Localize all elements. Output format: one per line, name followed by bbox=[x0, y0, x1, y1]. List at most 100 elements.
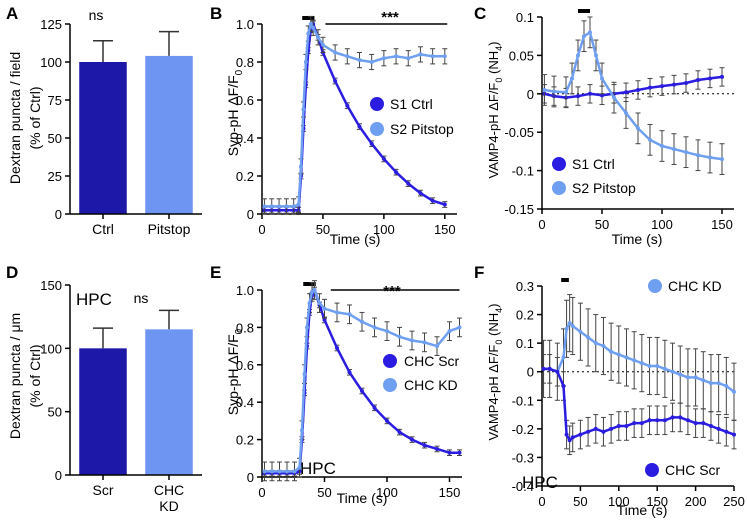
ylabel-b: Syp-pH ΔF/F0 bbox=[225, 69, 245, 156]
x-tick-label-e: 150 bbox=[439, 485, 461, 500]
data-point-e-0 bbox=[322, 317, 327, 322]
data-point-b-0 bbox=[430, 198, 435, 203]
y-tick-label-b: 0 bbox=[247, 207, 254, 222]
data-point-c-1 bbox=[684, 150, 688, 155]
y-tick-label-e: 1.0 bbox=[236, 283, 254, 298]
data-point-b-1 bbox=[296, 202, 301, 207]
x-tick-label-e: 50 bbox=[317, 485, 331, 500]
data-point-e-1 bbox=[305, 325, 309, 330]
data-point-e-0 bbox=[360, 388, 364, 393]
legend-f-label-chc-kd: CHC KD bbox=[668, 278, 722, 294]
bar-d-0 bbox=[79, 348, 127, 475]
data-point-e-0 bbox=[457, 450, 462, 455]
data-point-e-1 bbox=[347, 312, 352, 317]
data-point-b-1 bbox=[406, 56, 411, 61]
data-point-c-1 bbox=[594, 53, 598, 58]
data-point-c-1 bbox=[582, 34, 586, 39]
y-tick-label-a: 50 bbox=[48, 131, 62, 146]
y-tick-label-a: 100 bbox=[40, 55, 62, 70]
legend-b-marker-s2-pitstop bbox=[370, 122, 384, 136]
data-point-e-1 bbox=[302, 372, 307, 377]
legend-b-label-s1-ctrl: S1 Ctrl bbox=[390, 96, 433, 112]
data-point-b-0 bbox=[333, 79, 338, 83]
data-point-c-1 bbox=[570, 76, 574, 81]
y-tick-label-c: -0.15 bbox=[504, 202, 534, 217]
data-point-f-0 bbox=[708, 381, 713, 386]
data-point-b-0 bbox=[345, 103, 350, 108]
data-point-b-1 bbox=[369, 60, 374, 64]
data-point-c-0 bbox=[696, 77, 700, 82]
data-point-f-0 bbox=[593, 341, 598, 346]
data-point-f-1 bbox=[708, 424, 713, 428]
series-line-b-s1-ctrl bbox=[264, 22, 446, 212]
data-point-f-0 bbox=[561, 355, 566, 360]
data-point-e-1 bbox=[410, 338, 414, 343]
data-point-e-0 bbox=[385, 418, 389, 423]
x-category-label-a: Ctrl bbox=[92, 221, 114, 237]
ylabel-d-line1: Dextran puncta / μm bbox=[7, 313, 23, 439]
data-point-f-0 bbox=[670, 369, 675, 374]
data-point-c-1 bbox=[588, 30, 592, 35]
y-tick-label-f: 0.3 bbox=[516, 279, 534, 294]
data-point-e-1 bbox=[300, 428, 304, 433]
data-point-f-0 bbox=[701, 378, 706, 383]
y-tick-label-b: 0.4 bbox=[236, 131, 254, 146]
data-point-c-0 bbox=[684, 81, 688, 86]
data-point-e-0 bbox=[410, 437, 414, 442]
data-point-c-0 bbox=[600, 93, 604, 98]
x-tick-label-b: 0 bbox=[258, 222, 265, 237]
data-point-b-1 bbox=[430, 54, 435, 59]
data-point-f-0 bbox=[662, 366, 667, 371]
data-point-c-1 bbox=[624, 111, 628, 115]
data-point-e-1 bbox=[422, 340, 427, 345]
y-tick-label-c: 0.05 bbox=[509, 48, 534, 63]
data-point-b-1 bbox=[277, 204, 282, 209]
legend-f-marker-chc-scr bbox=[645, 463, 659, 477]
data-point-f-0 bbox=[724, 384, 729, 388]
data-point-b-0 bbox=[357, 124, 362, 129]
y-tick-label-d: 0 bbox=[55, 468, 62, 483]
x-category-label-d: KD bbox=[159, 498, 178, 514]
y-tick-label-f: 0.1 bbox=[516, 336, 534, 351]
xlabel-e: Time (s) bbox=[337, 490, 388, 506]
y-tick-label-b: 0.2 bbox=[236, 169, 254, 184]
legend-c: S1 Ctrl S2 Pitstop bbox=[552, 156, 636, 196]
data-point-f-1 bbox=[578, 432, 583, 437]
y-tick-label-b: 0.6 bbox=[236, 93, 254, 108]
data-point-b-1 bbox=[418, 52, 423, 57]
data-point-f-1 bbox=[555, 369, 560, 374]
data-point-f-0 bbox=[655, 364, 660, 368]
data-point-f-1 bbox=[693, 421, 698, 426]
data-point-b-1 bbox=[316, 35, 321, 40]
y-tick-label-a: 0 bbox=[55, 207, 62, 222]
data-point-e-1 bbox=[335, 310, 339, 315]
data-point-f-1 bbox=[647, 418, 652, 423]
data-point-f-0 bbox=[632, 358, 637, 363]
data-point-b-0 bbox=[369, 141, 374, 146]
legend-e-marker-chc-scr bbox=[383, 354, 397, 368]
y-tick-label-e: 0.8 bbox=[236, 320, 254, 335]
data-point-c-0 bbox=[708, 76, 712, 81]
x-tick-label-f: 150 bbox=[646, 494, 668, 509]
data-point-e-1 bbox=[322, 306, 327, 311]
data-point-b-1 bbox=[306, 31, 311, 36]
data-point-f-1 bbox=[593, 426, 598, 431]
ylabel-d-line2: (% of Ctrl) bbox=[27, 345, 43, 408]
data-point-e-1 bbox=[285, 469, 289, 474]
data-point-f-1 bbox=[601, 429, 606, 434]
data-point-c-1 bbox=[576, 53, 580, 58]
data-point-b-1 bbox=[301, 107, 306, 112]
y-tick-label-c: -0.1 bbox=[512, 164, 534, 179]
panel-letter-a: A bbox=[6, 4, 18, 23]
data-point-f-1 bbox=[624, 424, 629, 428]
legend-b-marker-s1-ctrl bbox=[370, 97, 384, 111]
x-tick-label-f: 200 bbox=[685, 494, 707, 509]
x-tick-label-c: 150 bbox=[711, 217, 733, 232]
data-point-e-1 bbox=[312, 288, 317, 292]
x-tick-label-e: 100 bbox=[376, 485, 398, 500]
y-tick-label-f: -0.1 bbox=[512, 393, 534, 408]
data-point-b-1 bbox=[381, 56, 386, 61]
data-point-b-1 bbox=[291, 204, 296, 209]
data-point-b-1 bbox=[284, 204, 289, 209]
